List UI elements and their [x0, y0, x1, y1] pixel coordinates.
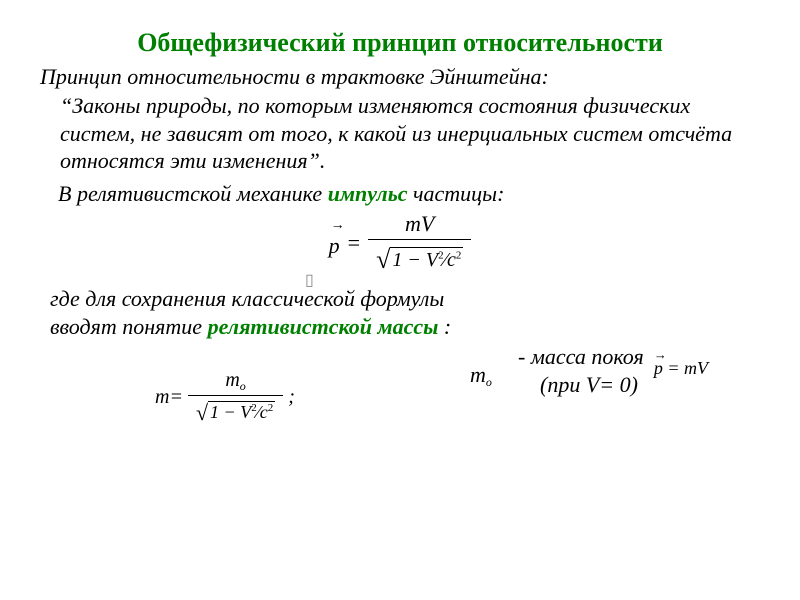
relativistic-mass-word: релятивистской массы — [208, 314, 439, 339]
momentum-intro-line: В релятивистской механике импульс частиц… — [58, 181, 760, 207]
semicolon: ; — [288, 386, 295, 409]
fraction-denominator: √1 − V2⁄c2 — [368, 240, 471, 275]
vector-placeholder-glyph: ▯ — [305, 270, 314, 290]
momentum-formula: → p = mV √1 − V2⁄c2 — [40, 211, 760, 276]
equals-sign: = — [348, 230, 360, 256]
relmass-post: : — [438, 314, 451, 339]
classical-momentum-formula: → p = mV — [654, 358, 708, 379]
mass-numerator: mo — [188, 368, 283, 396]
subtitle: Принцип относительности в трактовке Эйнш… — [40, 64, 760, 90]
momentum-intro-pre: В релятивистской механике — [58, 181, 328, 206]
impulse-word: импульс — [328, 181, 408, 206]
relmass-pre: вводят понятие — [50, 314, 208, 339]
m-lhs: m — [155, 386, 169, 409]
vector-arrow-icon: → — [654, 347, 667, 363]
momentum-intro-post: частицы: — [408, 181, 505, 206]
rest-mass-symbol: mo — [470, 362, 492, 390]
m-equals: = — [169, 386, 183, 409]
sqrt-icon: √ — [196, 400, 208, 425]
momentum-fraction: mV √1 − V2⁄c2 — [368, 211, 471, 276]
mass-formula: m = mo √1 − V2⁄c2 ; — [155, 368, 295, 427]
classical-formula-line2: вводят понятие релятивистской массы : — [50, 313, 760, 341]
p-symbol: → p — [329, 227, 340, 259]
vector-arrow-icon: → — [331, 218, 345, 234]
principle-quote: “Законы природы, по которым изменяются с… — [60, 92, 760, 175]
slide-title: Общефизический принцип относительности — [40, 28, 760, 58]
classical-formula-line1: где для сохранения классической формулы — [50, 285, 760, 313]
mass-denominator: √1 − V2⁄c2 — [188, 396, 283, 426]
v-zero-label: (при V= 0) — [540, 372, 638, 398]
rest-mass-label: - масса покоя — [518, 344, 644, 370]
sqrt-icon: √ — [376, 245, 390, 274]
mass-fraction: mo √1 − V2⁄c2 — [188, 368, 283, 427]
fraction-numerator: mV — [368, 211, 471, 240]
